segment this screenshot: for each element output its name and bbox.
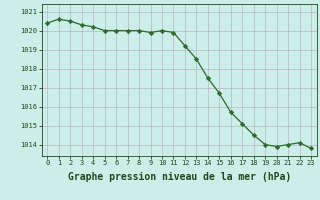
X-axis label: Graphe pression niveau de la mer (hPa): Graphe pression niveau de la mer (hPa) bbox=[68, 172, 291, 182]
